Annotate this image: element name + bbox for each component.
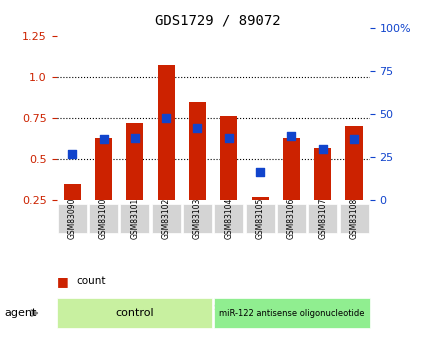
Text: miR-122 antisense oligonucleotide: miR-122 antisense oligonucleotide: [219, 308, 364, 318]
Text: GSM83102: GSM83102: [161, 198, 170, 239]
Text: percentile rank within the sample: percentile rank within the sample: [76, 302, 251, 312]
Text: control: control: [115, 308, 153, 318]
Text: GSM83105: GSM83105: [255, 198, 264, 239]
Point: [319, 146, 326, 152]
Bar: [157, 66, 174, 200]
Point: [194, 125, 201, 130]
Point: [256, 169, 263, 175]
Bar: [126, 123, 143, 200]
Text: GSM83100: GSM83100: [99, 198, 108, 239]
Text: GSM83107: GSM83107: [318, 198, 326, 239]
Text: GSM83090: GSM83090: [68, 197, 76, 239]
Text: count: count: [76, 276, 105, 286]
Text: GSM83103: GSM83103: [193, 198, 201, 239]
Text: ■: ■: [56, 275, 68, 288]
Bar: [95, 138, 112, 200]
Text: GSM83106: GSM83106: [286, 198, 295, 239]
Point: [69, 151, 76, 157]
Bar: [282, 138, 299, 200]
Point: [225, 135, 232, 140]
Bar: [188, 101, 206, 200]
Text: agent: agent: [4, 308, 36, 318]
Text: GSM83101: GSM83101: [130, 198, 139, 239]
Bar: [313, 148, 331, 200]
Bar: [251, 197, 268, 200]
Point: [131, 135, 138, 140]
Text: GSM83108: GSM83108: [349, 198, 358, 239]
Text: GDS1729 / 89072: GDS1729 / 89072: [155, 14, 279, 28]
Text: ■: ■: [56, 300, 68, 314]
Point: [162, 115, 169, 121]
Bar: [345, 126, 362, 200]
Point: [100, 137, 107, 142]
Point: [287, 133, 294, 139]
Text: GSM83104: GSM83104: [224, 198, 233, 239]
Bar: [63, 184, 81, 200]
Point: [350, 137, 357, 142]
Bar: [220, 116, 237, 200]
